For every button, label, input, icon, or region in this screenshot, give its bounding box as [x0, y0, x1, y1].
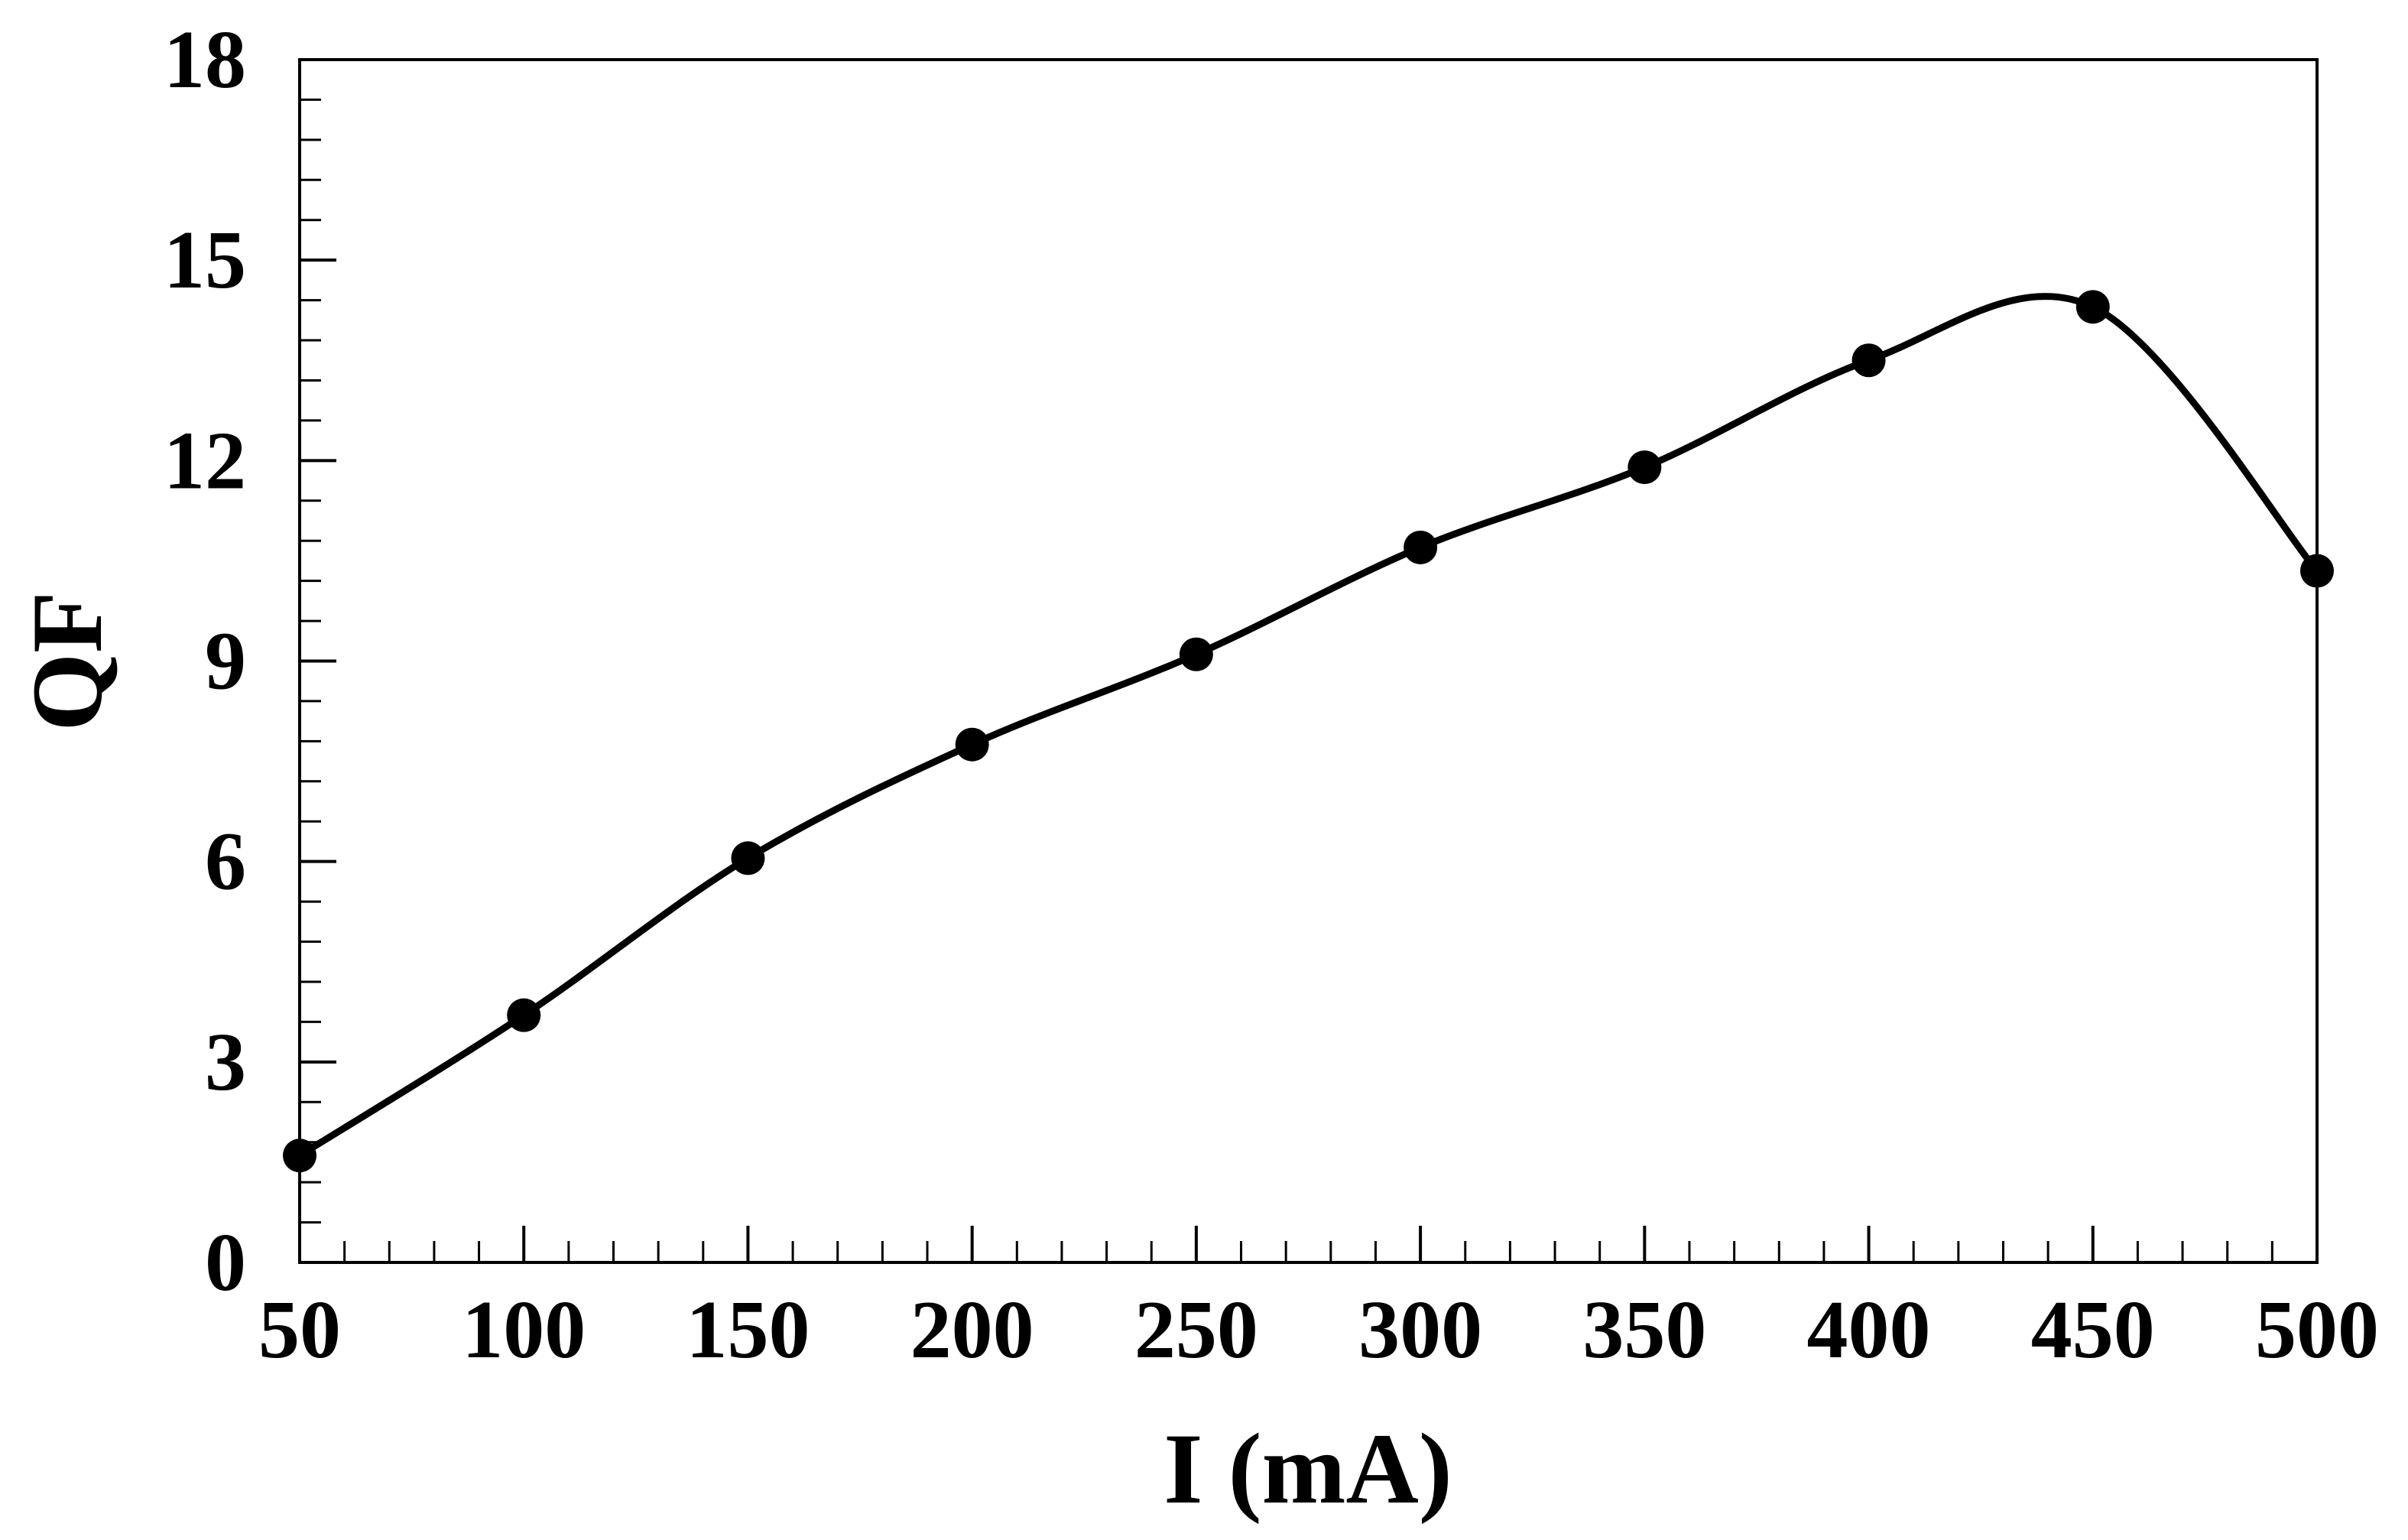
x-tick-labels: 50 100 150 200 250 300 350 400 450 500 — [258, 1285, 2379, 1376]
x-tick-label: 50 — [258, 1285, 341, 1376]
y-tick-label: 18 — [164, 15, 246, 106]
y-tick-label: 3 — [205, 1017, 246, 1108]
x-tick-label: 250 — [1134, 1285, 1258, 1376]
x-tick-label: 500 — [2255, 1285, 2379, 1376]
data-point — [1851, 343, 1886, 378]
data-point — [1628, 450, 1662, 485]
x-tick-label: 450 — [2031, 1285, 2155, 1376]
data-point — [955, 727, 989, 762]
x-tick-label: 150 — [686, 1285, 810, 1376]
data-point — [1404, 530, 1438, 564]
plot-frame — [298, 58, 2319, 1264]
y-tick-label: 6 — [205, 817, 246, 908]
data-point — [731, 841, 765, 876]
y-tick-label: 0 — [205, 1217, 246, 1308]
x-tick-label: 350 — [1582, 1285, 1706, 1376]
y-tick-label: 15 — [164, 215, 246, 306]
y-axis-title: QF — [11, 591, 123, 731]
data-point — [507, 998, 541, 1032]
series-line — [296, 293, 2321, 1159]
data-markers — [283, 290, 2334, 1173]
y-tick-label: 12 — [164, 415, 246, 506]
data-point — [2075, 290, 2110, 324]
data-point — [2300, 554, 2334, 588]
y-tick-labels: 0 3 6 9 12 15 18 — [164, 15, 246, 1308]
y-tick-label: 9 — [205, 616, 246, 707]
x-axis-title: I (mA) — [1163, 1412, 1452, 1525]
x-tick-label: 200 — [910, 1285, 1034, 1376]
x-tick-label: 400 — [1807, 1285, 1931, 1376]
data-point — [283, 1139, 316, 1173]
x-tick-label: 300 — [1358, 1285, 1482, 1376]
minor-ticks — [300, 98, 2273, 1262]
x-tick-label: 100 — [462, 1285, 586, 1376]
data-point — [1179, 637, 1213, 671]
major-ticks — [298, 58, 2319, 1264]
